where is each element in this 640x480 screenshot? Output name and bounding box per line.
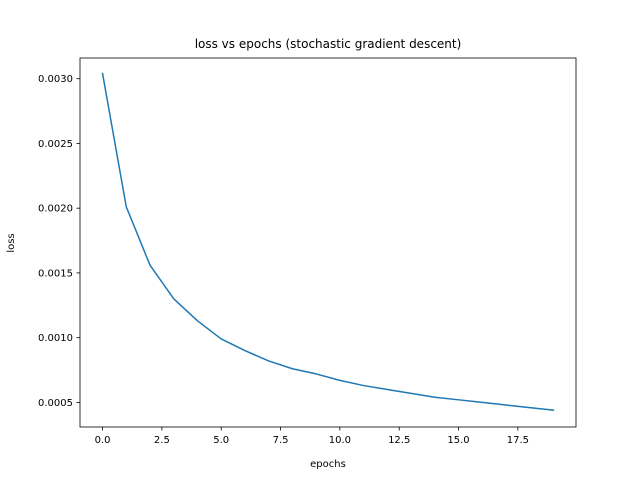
y-axis-label: loss [6, 233, 17, 252]
series-line-loss [101, 72, 555, 411]
y-tick-label: 0.0020 [38, 204, 73, 215]
y-tick-label: 0.0005 [38, 398, 73, 409]
x-tick-label: 15.0 [447, 435, 469, 446]
x-tick-label: 0.0 [95, 435, 111, 446]
x-tick-label: 12.5 [388, 435, 410, 446]
chart-title: loss vs epochs (stochastic gradient desc… [195, 37, 462, 51]
x-tick-label: 5.0 [213, 435, 229, 446]
x-tick-label: 10.0 [329, 435, 351, 446]
x-axis-label: epochs [310, 459, 346, 470]
y-tick-label: 0.0010 [38, 333, 73, 344]
x-tick-label: 17.5 [507, 435, 529, 446]
x-tick-label: 7.5 [273, 435, 289, 446]
plot-area: 0.0 2.5 5.0 7.5 10.0 12.5 15.0 17.5 0.0005 0.0010… [38, 57, 577, 446]
plot-frame [79, 57, 577, 428]
y-tick-label: 0.0015 [38, 268, 73, 279]
y-tick-label: 0.0030 [38, 74, 73, 85]
y-tick-label: 0.0025 [38, 139, 73, 150]
x-tick-label: 2.5 [154, 435, 170, 446]
